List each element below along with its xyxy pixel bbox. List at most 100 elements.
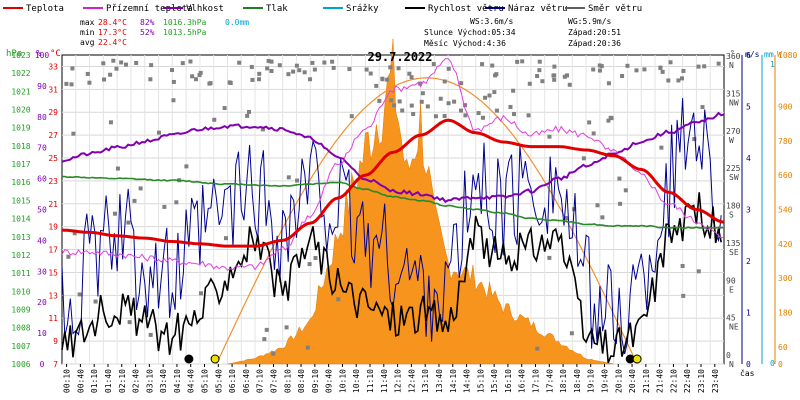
axis-time-tick: 09:10 (311, 369, 320, 393)
wind-direction-point (666, 78, 671, 83)
wind-direction-point (459, 81, 464, 86)
axis-time-tick: 04:40 (187, 369, 196, 393)
sun-moon-marker (210, 354, 220, 364)
wind-direction-point (374, 83, 379, 88)
axis-time-tick: 22:10 (669, 369, 678, 393)
wind-direction-point (587, 120, 592, 125)
wind-direction-point (407, 71, 412, 76)
stats-temp: 22.4°C (98, 38, 127, 47)
axis-time-tick: 06:40 (242, 369, 251, 393)
wind-direction-point (70, 66, 75, 71)
info-ws: WS:3.6m/s (470, 17, 514, 26)
legend-label: Přízemní teplota (106, 4, 193, 14)
axis-solar-unit: W (777, 50, 782, 59)
axis-hpa-tick: 1016 (11, 178, 30, 187)
wind-direction-point (659, 145, 664, 150)
stats-rain: 0.0mm (225, 18, 249, 27)
axis-dir-label: SE (729, 248, 739, 257)
axis-hum-tick: 80 (37, 113, 47, 122)
axis-hpa-tick: 1017 (11, 160, 30, 169)
axis-dir-label: E (729, 285, 734, 294)
wind-direction-point (277, 63, 282, 68)
wind-direction-point (127, 320, 132, 325)
stats-press: 1013.5hPa (163, 28, 207, 37)
axis-hpa-tick: 1021 (11, 87, 30, 96)
axis-temp-tick: 13 (48, 291, 58, 300)
axis-rain-tick: 1 (770, 60, 775, 69)
wind-direction-point (156, 130, 161, 135)
wind-direction-point (349, 114, 354, 119)
wind-direction-point (552, 64, 557, 69)
axis-hpa-tick: 1010 (11, 287, 30, 296)
wind-direction-point (581, 156, 586, 161)
wind-direction-point (606, 81, 611, 86)
axis-time-tick: 05:10 (201, 369, 210, 393)
axis-time-tick: 17:40 (545, 369, 554, 393)
axis-solar-tick: 0 (778, 360, 783, 369)
wind-direction-point (260, 127, 265, 132)
wind-direction-point (599, 64, 604, 69)
wind-direction-point (696, 269, 701, 274)
wind-direction-point (547, 255, 552, 260)
wind-direction-point (431, 62, 436, 67)
axis-temp-tick: 27 (48, 131, 58, 140)
wind-direction-point (425, 104, 430, 109)
wind-direction-point (313, 256, 318, 261)
wind-direction-point (297, 68, 302, 73)
wind-direction-point (291, 69, 296, 74)
wind-direction-point (515, 59, 520, 64)
axis-temp-tick: 19 (48, 223, 58, 232)
wind-direction-point (459, 108, 464, 113)
wind-direction-point (368, 71, 373, 76)
axis-hpa-tick: 1008 (11, 324, 30, 333)
wind-direction-point (569, 331, 574, 336)
wind-direction-point (388, 65, 393, 70)
stats-label: max (80, 18, 95, 27)
axis-time-tick: 03:40 (159, 369, 168, 393)
wind-direction-point (197, 72, 202, 77)
wind-direction-point (480, 115, 485, 120)
wind-direction-point (606, 118, 611, 123)
wind-direction-point (620, 73, 625, 78)
axis-time-tick: 23:40 (711, 369, 720, 393)
wind-direction-point (625, 63, 630, 68)
wind-direction-point (264, 327, 269, 332)
wind-direction-point (418, 81, 423, 86)
info-wg: WG:5.9m/s (568, 17, 612, 26)
axis-time-tick: 04:10 (173, 369, 182, 393)
axis-time-tick: 15:10 (476, 369, 485, 393)
wind-direction-point (463, 103, 468, 108)
wind-direction-point (190, 74, 195, 79)
stats-label: min (80, 28, 95, 37)
wind-direction-point (245, 113, 250, 118)
axis-wind-tick: 2 (746, 257, 751, 266)
wind-direction-point (409, 103, 414, 108)
info-sun-rise: Slunce Východ:05:34 (424, 28, 516, 37)
wind-direction-point (483, 95, 488, 100)
axis-hum-unit: % (36, 49, 42, 59)
wind-direction-point (420, 91, 425, 96)
wind-direction-point (564, 216, 569, 221)
wind-direction-point (171, 98, 176, 103)
axis-temp-tick: 11 (48, 314, 58, 323)
legend-label: Vlhkost (186, 4, 224, 14)
axis-time-tick: 00:40 (76, 369, 85, 393)
axis-hpa-tick: 1015 (11, 196, 30, 205)
axis-wind-unit: m/s (745, 50, 760, 59)
wind-direction-point (487, 93, 492, 98)
axis-dir-label: NE (729, 323, 739, 332)
wind-direction-point (347, 67, 352, 72)
axis-dir-label: S (729, 211, 734, 220)
wind-direction-point (591, 131, 596, 136)
wind-direction-point (188, 59, 193, 64)
legend-label: Srážky (346, 4, 379, 14)
wind-direction-point (148, 332, 153, 337)
wind-direction-point (617, 176, 622, 181)
axis-solar-tick: 420 (778, 240, 793, 249)
axis-wind-tick: 6 (746, 51, 751, 60)
axis-solar-tick: 1080 (778, 51, 797, 60)
wind-direction-point (77, 292, 82, 297)
wind-direction-point (623, 188, 628, 193)
axis-time-tick: 19:10 (587, 369, 596, 393)
axis-time-tick: 12:10 (394, 369, 403, 393)
